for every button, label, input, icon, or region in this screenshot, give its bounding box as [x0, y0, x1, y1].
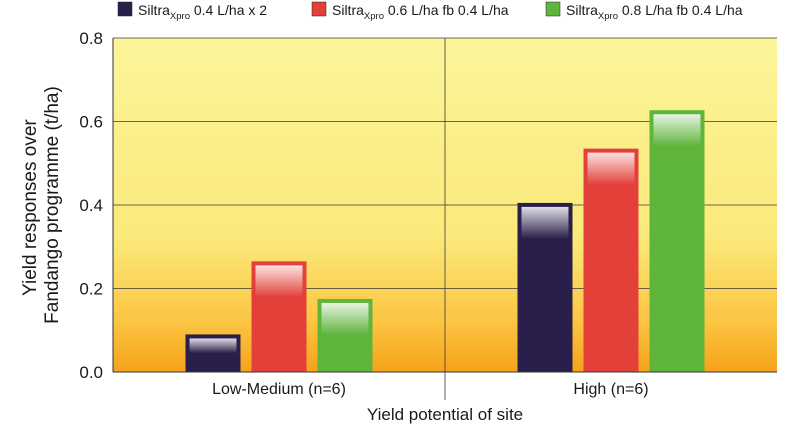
legend: SiltraXpro 0.4 L/ha x 2 SiltraXpro 0.6 L/…: [117, 1, 743, 22]
bar-highlight: [521, 206, 569, 239]
y-tick-label: 0.6: [79, 113, 103, 132]
y-axis-title-line-2: Fandango programme (t/ha): [42, 86, 63, 324]
legend-brand: Siltra: [332, 2, 364, 18]
legend-swatch: [117, 1, 133, 17]
bar-highlight: [653, 114, 701, 147]
y-tick-label: 0.0: [79, 363, 103, 382]
bars: [185, 110, 705, 372]
bar-highlight: [321, 302, 369, 335]
x-category-label: Low-Medium (n=6): [212, 381, 346, 398]
legend-rest: 0.4 L/ha x 2: [190, 2, 267, 18]
legend-brand: Siltra: [138, 2, 170, 18]
y-tick-labels: 0.0 0.2 0.4 0.6 0.8: [79, 29, 103, 382]
x-category-label: High (n=6): [573, 381, 648, 398]
legend-label: SiltraXpro 0.4 L/ha x 2: [138, 2, 267, 22]
y-axis-title: Yield responses over Fandango programme …: [20, 86, 63, 324]
x-axis-title: Yield potential of site: [367, 405, 523, 424]
y-tick-label: 0.8: [79, 29, 103, 48]
y-tick-label: 0.4: [79, 196, 103, 215]
bar-highlight: [189, 338, 237, 354]
legend-brand: Siltra: [566, 2, 598, 18]
legend-label: SiltraXpro 0.6 L/ha fb 0.4 L/ha: [332, 2, 509, 22]
legend-rest: 0.8 L/ha fb 0.4 L/ha: [618, 2, 743, 18]
bar: [649, 110, 705, 372]
legend-swatch: [545, 1, 561, 17]
legend-subscript: Xpro: [364, 11, 384, 22]
y-tick-label: 0.2: [79, 280, 103, 299]
legend-rest: 0.6 L/ha fb 0.4 L/ha: [384, 2, 509, 18]
bar-highlight: [587, 152, 635, 185]
legend-label: SiltraXpro 0.8 L/ha fb 0.4 L/ha: [566, 2, 743, 22]
legend-swatch: [311, 1, 327, 17]
legend-subscript: Xpro: [598, 11, 618, 22]
y-axis-title-line-1: Yield responses over: [20, 119, 41, 296]
bar: [583, 148, 639, 372]
bar-highlight: [255, 265, 303, 298]
x-category-labels: Low-Medium (n=6) High (n=6): [212, 381, 648, 398]
legend-subscript: Xpro: [170, 11, 190, 22]
